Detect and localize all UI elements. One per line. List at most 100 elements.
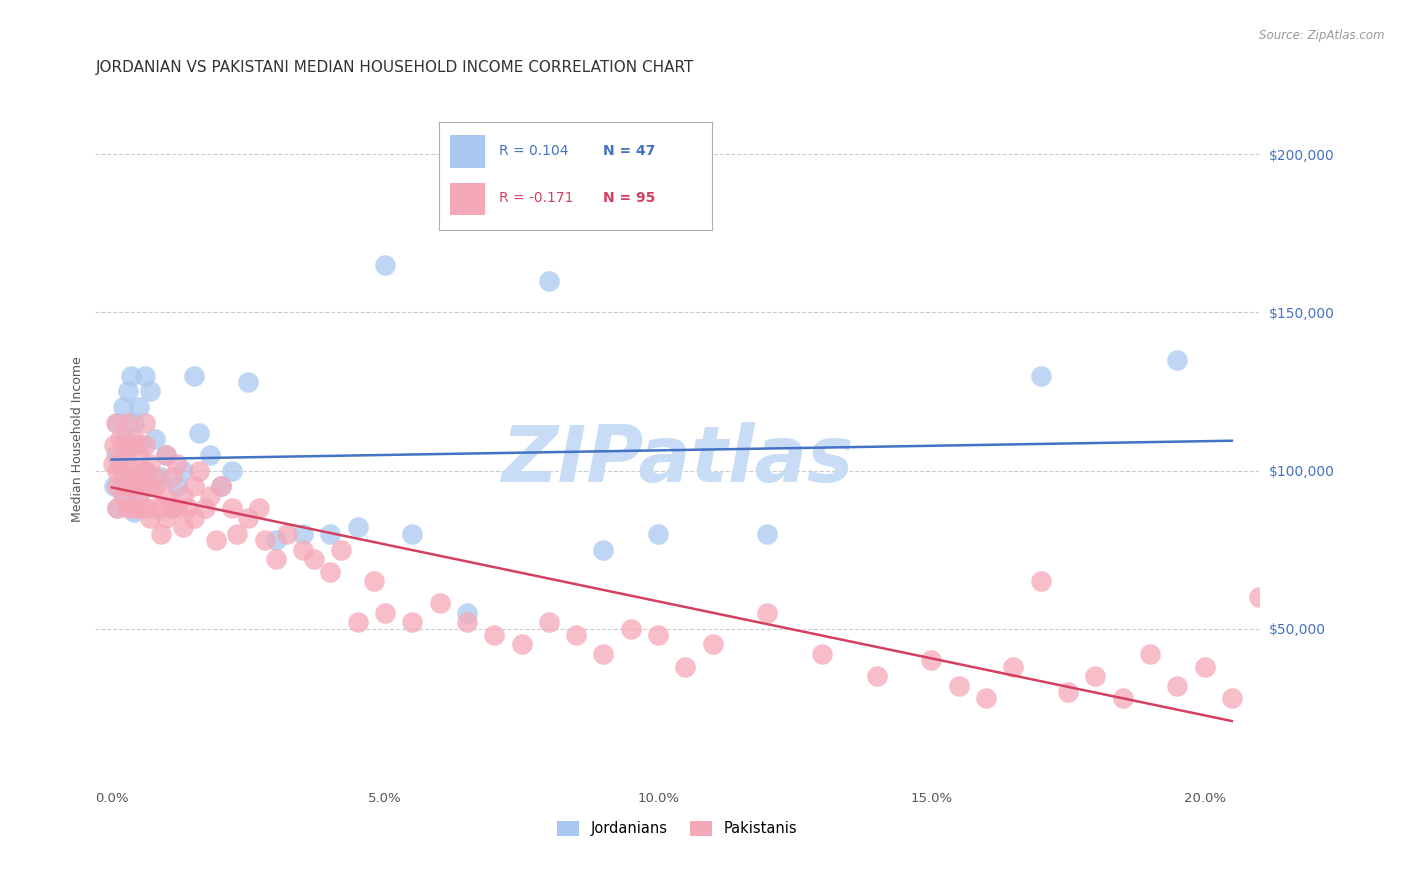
Point [149,501,172,516]
Point [537,615,560,630]
Point [105,448,128,462]
Point [456,615,478,630]
Point [114,432,136,446]
Point [139,384,162,399]
Point [756,526,779,541]
Point [363,574,385,589]
Point [319,526,342,541]
Point [702,638,724,652]
Point [117,384,139,399]
Point [948,679,970,693]
Point [1111,691,1133,706]
Point [1166,352,1188,367]
Point [117,416,139,430]
Point [974,691,997,706]
Point [149,470,172,484]
Point [128,470,150,484]
Point [592,647,614,661]
Point [108,457,131,471]
Point [105,479,128,493]
Point [253,533,276,548]
Point [592,542,614,557]
Point [145,470,167,484]
Point [221,501,243,516]
Point [122,505,145,519]
Point [198,448,221,462]
Point [204,533,226,548]
Point [221,464,243,478]
Point [811,647,834,661]
Text: Source: ZipAtlas.com: Source: ZipAtlas.com [1260,29,1385,42]
Point [238,511,260,525]
Point [1029,368,1052,383]
Point [177,501,200,516]
Point [111,485,134,500]
Point [120,464,142,478]
Point [155,489,177,503]
Point [247,501,270,516]
Point [139,511,162,525]
Y-axis label: Median Household Income: Median Household Income [72,356,84,522]
Point [111,489,134,503]
Point [122,501,145,516]
Point [111,448,134,462]
Point [620,622,643,636]
Point [1194,659,1216,673]
Point [134,501,156,516]
Point [145,432,167,446]
Point [117,479,139,493]
Point [160,501,183,516]
Point [111,470,134,484]
Point [117,457,139,471]
Point [166,501,188,516]
Point [1057,685,1080,699]
Point [160,501,183,516]
Point [291,542,314,557]
Point [134,368,156,383]
Point [122,432,145,446]
Point [537,274,560,288]
Point [188,425,211,440]
Point [188,464,211,478]
Point [160,470,183,484]
Point [647,628,669,642]
Point [134,416,156,430]
Point [209,479,232,493]
Point [145,501,167,516]
Point [756,606,779,620]
Point [103,479,125,493]
Point [675,659,697,673]
Point [128,401,150,415]
Text: JORDANIAN VS PAKISTANI MEDIAN HOUSEHOLD INCOME CORRELATION CHART: JORDANIAN VS PAKISTANI MEDIAN HOUSEHOLD … [96,60,693,75]
Point [401,615,423,630]
Point [105,416,128,430]
Point [647,526,669,541]
Point [183,479,205,493]
Point [1084,669,1107,683]
Point [122,416,145,430]
Point [134,464,156,478]
Point [139,479,162,493]
Point [122,438,145,452]
Point [346,520,368,534]
Point [1139,647,1161,661]
Point [1029,574,1052,589]
Point [866,669,889,683]
Point [291,526,314,541]
Point [510,638,533,652]
Point [183,511,205,525]
Legend: Jordanians, Pakistanis: Jordanians, Pakistanis [551,815,803,842]
Point [302,552,325,566]
Point [172,520,194,534]
Point [456,606,478,620]
Point [149,526,172,541]
Point [128,448,150,462]
Point [1220,691,1243,706]
Point [122,479,145,493]
Point [238,375,260,389]
Point [264,552,287,566]
Point [172,489,194,503]
Point [166,457,188,471]
Point [401,526,423,541]
Point [565,628,588,642]
